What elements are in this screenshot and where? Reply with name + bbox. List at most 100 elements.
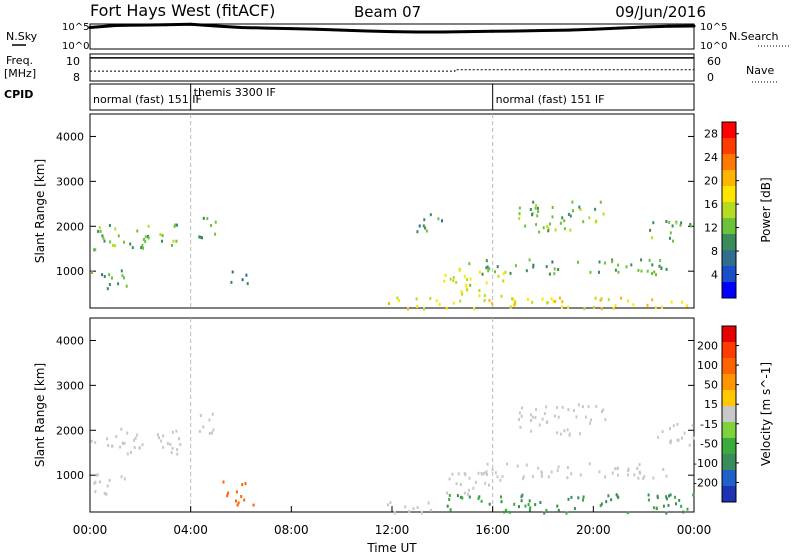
- x-tick-label: 00:00: [73, 523, 108, 537]
- heatmap-cell: [119, 445, 122, 449]
- heatmap-cell: [520, 499, 523, 503]
- heatmap-cell: [117, 234, 120, 238]
- heatmap-cell: [171, 447, 174, 450]
- heatmap-cell: [246, 282, 249, 286]
- heatmap-cell: [556, 504, 559, 508]
- x-tick-label: 12:00: [375, 523, 410, 537]
- heatmap-cell: [638, 463, 641, 467]
- heatmap-cell: [108, 224, 111, 227]
- heatmap-cell: [668, 427, 671, 430]
- heatmap-cell: [477, 497, 480, 501]
- cpid-segment-label: normal (fast) 151 IF: [496, 93, 605, 106]
- heatmap-cell: [665, 495, 668, 499]
- heatmap-cell: [530, 429, 533, 433]
- heatmap-cell: [543, 412, 546, 416]
- heatmap-cell: [173, 224, 176, 228]
- heatmap-cell: [553, 414, 556, 418]
- heatmap-cell: [199, 235, 202, 239]
- heatmap-cell: [545, 508, 548, 512]
- heatmap-cell: [548, 272, 551, 276]
- heatmap-cell: [501, 475, 504, 479]
- heatmap-cell: [179, 443, 182, 446]
- heatmap-cell: [636, 467, 639, 470]
- heatmap-cell: [601, 410, 603, 414]
- freq-left-tick-high: 10: [66, 55, 80, 68]
- noise-right-tick-high: 10^5: [700, 22, 727, 33]
- heatmap-cell: [654, 306, 657, 310]
- colorbar-tick-label: 12: [704, 222, 718, 235]
- colorbar-segment: [722, 170, 736, 187]
- heatmap-cell: [98, 480, 101, 484]
- heatmap-cell: [568, 432, 571, 436]
- noise-point: [189, 22, 193, 26]
- heatmap-cell: [478, 289, 481, 292]
- noise-right-tick-low: 10^0: [700, 41, 727, 52]
- y-tick-label: 3000: [56, 175, 84, 188]
- colorbar-tick-label: 50: [704, 379, 718, 392]
- heatmap-cell: [468, 476, 471, 480]
- heatmap-cell: [121, 274, 124, 278]
- colorbar-segment: [722, 406, 736, 423]
- heatmap-cell: [158, 436, 160, 440]
- heatmap-cell: [599, 504, 602, 508]
- heatmap-cell: [466, 492, 469, 496]
- heatmap-cell: [669, 231, 672, 235]
- heatmap-cell: [208, 431, 211, 435]
- heatmap-cell: [600, 297, 603, 301]
- colorbar-tick-label: 8: [711, 245, 718, 258]
- heatmap-cell: [485, 281, 488, 285]
- heatmap-cell: [469, 283, 472, 287]
- heatmap-cell: [161, 234, 164, 238]
- heatmap-cell: [581, 405, 584, 409]
- heatmap-cell: [611, 471, 614, 475]
- heatmap-cell: [141, 443, 144, 447]
- noise-point: [516, 29, 520, 33]
- heatmap-cell: [599, 298, 602, 302]
- heatmap-cell: [672, 424, 675, 428]
- heatmap-cell: [235, 499, 237, 503]
- heatmap-cell: [617, 473, 619, 477]
- heatmap-cell: [435, 299, 438, 303]
- heatmap-cell: [551, 206, 554, 209]
- colorbar-segment: [722, 122, 736, 139]
- heatmap-cell: [683, 431, 686, 435]
- heatmap-cell: [114, 244, 117, 248]
- heatmap-cell: [103, 239, 106, 243]
- heatmap-cell: [136, 433, 139, 437]
- heatmap-cell: [465, 286, 468, 290]
- heatmap-cell: [509, 271, 512, 275]
- heatmap-cell: [561, 305, 563, 309]
- heatmap-cell: [614, 467, 617, 471]
- heatmap-cell: [472, 486, 475, 490]
- heatmap-cell: [452, 279, 455, 283]
- heatmap-cell: [141, 244, 144, 247]
- heatmap-cell: [659, 259, 662, 263]
- heatmap-cell: [680, 221, 683, 225]
- heatmap-cell: [461, 496, 464, 500]
- heatmap-cell: [604, 475, 607, 479]
- heatmap-cell: [509, 305, 512, 309]
- heatmap-cell: [600, 307, 603, 311]
- heatmap-cell: [588, 462, 591, 466]
- heatmap-cell: [474, 480, 477, 484]
- heatmap-cell: [416, 230, 419, 234]
- heatmap-cell: [162, 445, 165, 449]
- heatmap-cell: [518, 411, 521, 415]
- heatmap-cell: [675, 502, 677, 506]
- colorbar-segment: [722, 342, 736, 359]
- beam-label: Beam 07: [354, 3, 421, 21]
- heatmap-cell: [202, 425, 205, 429]
- heatmap-cell: [617, 495, 620, 499]
- velocity-panel: 1000 2000 3000 4000 Slant Range [km] 200 100 50…: [33, 317, 773, 515]
- heatmap-cell: [518, 505, 520, 509]
- heatmap-cell: [545, 405, 548, 409]
- heatmap-cell: [587, 405, 590, 409]
- heatmap-cell: [652, 506, 655, 510]
- heatmap-cell: [477, 471, 480, 475]
- heatmap-cell: [651, 272, 653, 276]
- colorbar-tick-label: 24: [704, 151, 718, 164]
- heatmap-cell: [532, 263, 535, 267]
- heatmap-cell: [638, 470, 641, 474]
- y-tick-label: 1000: [56, 265, 84, 278]
